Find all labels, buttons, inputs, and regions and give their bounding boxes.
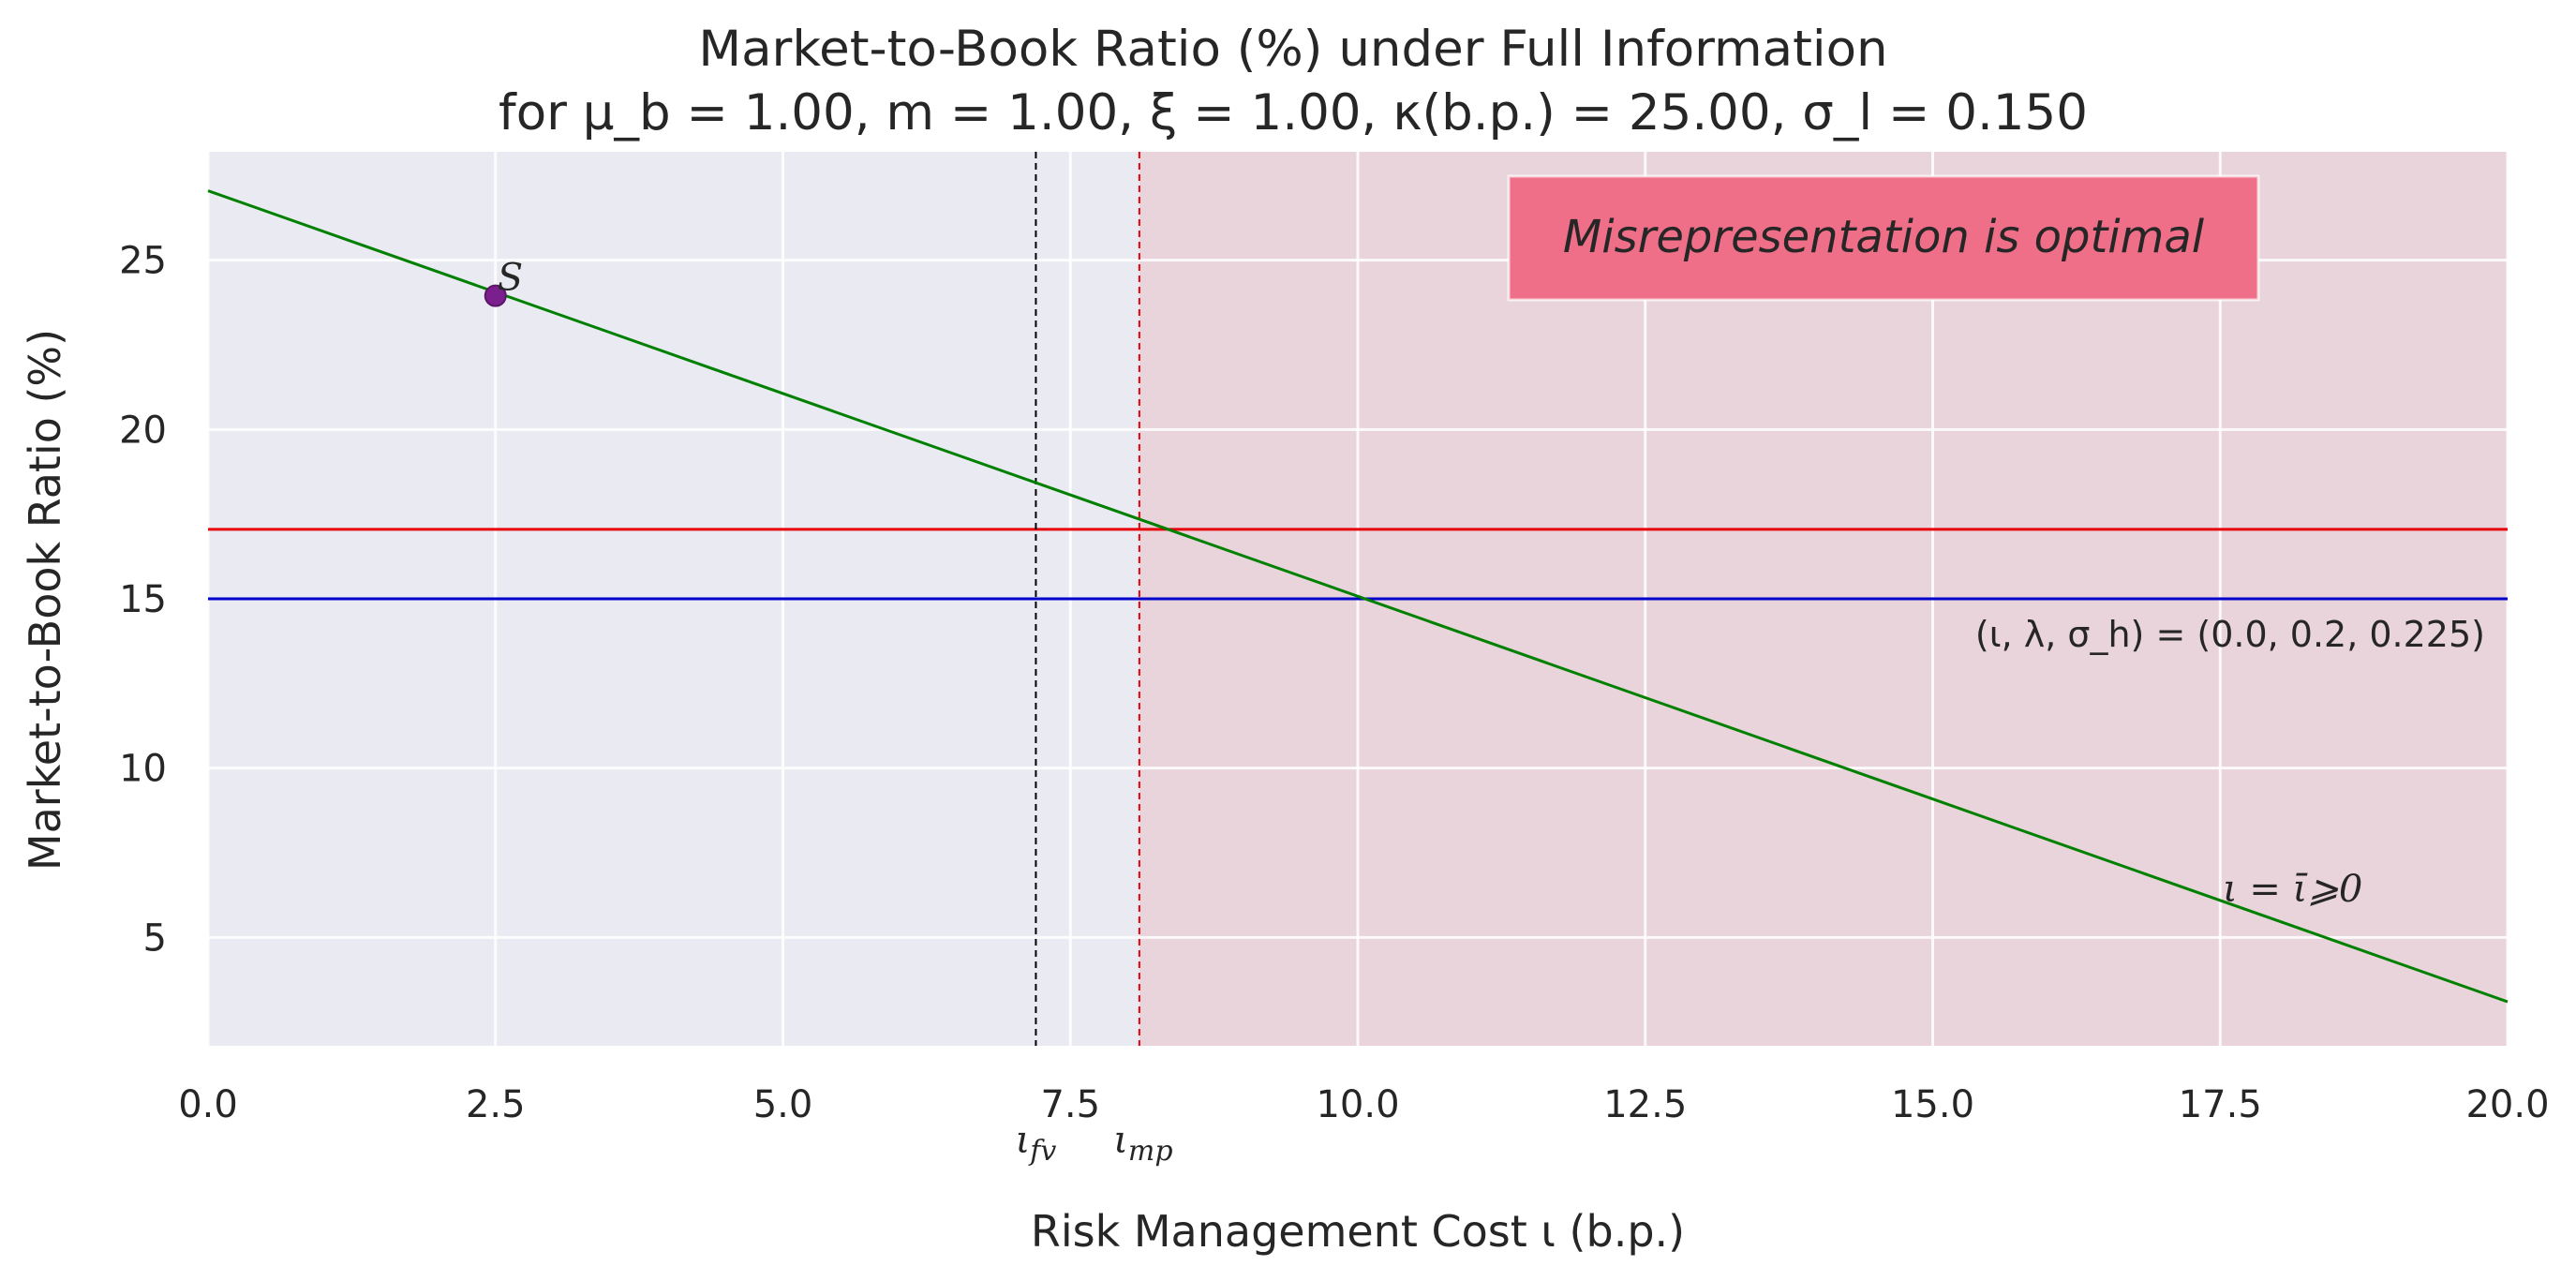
chart-title: Market-to-Book Ratio (%) under Full Info… — [698, 21, 1887, 78]
x-tick-label-6: 15.0 — [1891, 1083, 1974, 1126]
y-axis-label: Market-to-Book Ratio (%) — [20, 329, 70, 871]
x-tick-label-8: 20.0 — [2465, 1083, 2549, 1126]
x-tick-label-3: 7.5 — [1040, 1083, 1100, 1126]
vertical-line-label-0: ιfv — [1016, 1119, 1057, 1168]
misrepresentation-box — [1507, 174, 2260, 302]
y-tick-label-3: 20 — [119, 409, 167, 452]
y-tick-label-2: 15 — [119, 578, 167, 621]
x-axis-ticks: 0.0 2.5 5.0 7.5 10.0 12.5 15.0 17.5 20.0 — [178, 1083, 2549, 1126]
y-tick-label-0: 5 — [143, 916, 167, 960]
vertical-reference-lines — [1035, 152, 1140, 1046]
misrepresentation-box-text: Misrepresentation is optimal — [1563, 211, 2205, 263]
x-tick-label-2: 5.0 — [753, 1083, 813, 1126]
point-s-label: S — [498, 257, 523, 300]
x-tick-label-0: 0.0 — [178, 1083, 238, 1126]
x-tick-label-5: 12.5 — [1603, 1083, 1687, 1126]
x-axis-label: Risk Management Cost ι (b.p.) — [1031, 1206, 1685, 1257]
vertical-line-label-1: ιmp — [1113, 1119, 1172, 1168]
y-axis-ticks: 5 10 15 20 25 — [119, 240, 167, 961]
vertical-line-labels: ιfv ιmp — [1016, 1119, 1173, 1168]
chart-subtitle: for μ_b = 1.00, m = 1.00, ξ = 1.00, κ(b.… — [499, 84, 2088, 142]
market-to-book-line — [207, 189, 2509, 1004]
x-tick-label-1: 2.5 — [466, 1083, 526, 1126]
params-annotation: (ι, λ, σ_h) = (0.0, 0.2, 0.225) — [1975, 614, 2485, 655]
horizontal-reference-lines — [208, 528, 2508, 601]
point-s — [484, 284, 507, 307]
y-tick-label-1: 10 — [119, 748, 167, 791]
x-tick-label-4: 10.0 — [1316, 1083, 1399, 1126]
x-tick-label-7: 17.5 — [2179, 1083, 2262, 1126]
y-tick-label-4: 25 — [119, 240, 167, 283]
iota-bar-annotation: ι = ῑ⩾0 — [2223, 868, 2362, 911]
